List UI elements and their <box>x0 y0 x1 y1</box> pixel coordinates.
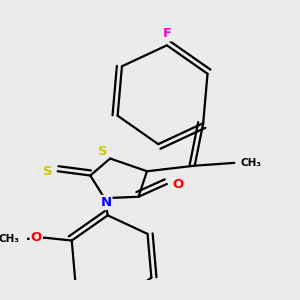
Text: O: O <box>172 178 183 190</box>
Text: N: N <box>100 196 112 209</box>
Text: CH₃: CH₃ <box>241 158 262 168</box>
Text: O: O <box>31 231 42 244</box>
Text: S: S <box>43 165 52 178</box>
Text: CH₃: CH₃ <box>0 234 20 244</box>
Text: S: S <box>98 145 108 158</box>
Text: F: F <box>162 28 172 40</box>
